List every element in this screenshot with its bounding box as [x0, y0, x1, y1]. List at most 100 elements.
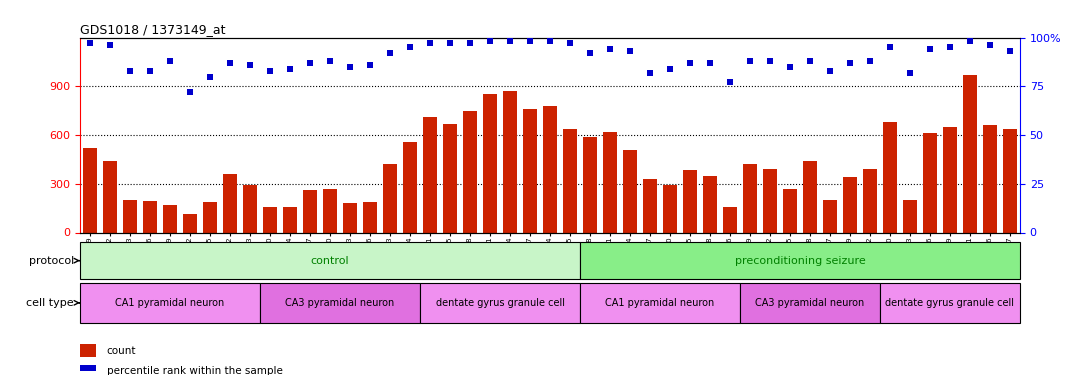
- Point: [361, 62, 378, 68]
- Point: [642, 70, 659, 76]
- Point: [461, 40, 478, 46]
- Bar: [80, 344, 96, 357]
- Bar: [580, 242, 1020, 279]
- Bar: [743, 164, 757, 232]
- Point: [862, 58, 879, 64]
- Point: [881, 44, 898, 50]
- Bar: [902, 200, 917, 232]
- Bar: [464, 111, 477, 232]
- Point: [922, 46, 939, 52]
- Bar: [1003, 129, 1017, 232]
- Bar: [923, 134, 937, 232]
- Point: [321, 58, 339, 64]
- Point: [601, 46, 618, 52]
- Bar: [603, 132, 617, 232]
- Bar: [583, 136, 597, 232]
- Bar: [363, 202, 377, 232]
- Text: GDS1018 / 1373149_at: GDS1018 / 1373149_at: [80, 23, 225, 36]
- Point: [782, 64, 799, 70]
- Point: [821, 68, 838, 74]
- Bar: [703, 176, 717, 232]
- Bar: [244, 185, 257, 232]
- Text: CA3 pyramidal neuron: CA3 pyramidal neuron: [285, 298, 395, 308]
- Bar: [80, 242, 580, 279]
- Bar: [643, 179, 657, 232]
- Bar: [684, 170, 697, 232]
- Bar: [723, 207, 737, 232]
- Bar: [80, 365, 96, 375]
- Text: cell type: cell type: [27, 298, 74, 308]
- Point: [241, 62, 258, 68]
- Bar: [303, 190, 317, 232]
- Bar: [80, 283, 261, 322]
- Bar: [383, 164, 397, 232]
- Point: [381, 50, 398, 56]
- Point: [702, 60, 719, 66]
- Bar: [943, 127, 957, 232]
- Bar: [783, 189, 797, 232]
- Bar: [740, 283, 880, 322]
- Bar: [983, 125, 996, 232]
- Point: [262, 68, 279, 74]
- Point: [741, 58, 758, 64]
- Point: [842, 60, 859, 66]
- Bar: [563, 129, 577, 232]
- Bar: [580, 283, 740, 322]
- Bar: [420, 283, 580, 322]
- Bar: [963, 75, 977, 232]
- Text: CA1 pyramidal neuron: CA1 pyramidal neuron: [115, 298, 224, 308]
- Bar: [623, 150, 637, 232]
- Point: [761, 58, 779, 64]
- Point: [981, 42, 999, 48]
- Bar: [263, 207, 277, 232]
- Text: CA1 pyramidal neuron: CA1 pyramidal neuron: [606, 298, 714, 308]
- Point: [581, 50, 598, 56]
- Point: [661, 66, 678, 72]
- Bar: [261, 283, 420, 322]
- Point: [402, 44, 419, 50]
- Point: [901, 70, 918, 76]
- Point: [161, 58, 178, 64]
- Bar: [283, 207, 297, 232]
- Text: control: control: [311, 256, 349, 266]
- Bar: [803, 161, 817, 232]
- Point: [81, 40, 98, 46]
- Text: dentate gyrus granule cell: dentate gyrus granule cell: [436, 298, 565, 308]
- Point: [941, 44, 958, 50]
- Bar: [863, 169, 877, 232]
- Bar: [763, 169, 778, 232]
- Bar: [123, 200, 137, 232]
- Point: [142, 68, 159, 74]
- Bar: [503, 91, 517, 232]
- Point: [722, 80, 739, 86]
- Bar: [323, 189, 337, 232]
- Text: protocol: protocol: [29, 256, 74, 266]
- Point: [502, 38, 519, 44]
- Bar: [543, 106, 557, 232]
- Bar: [523, 109, 537, 232]
- Bar: [483, 94, 497, 232]
- Point: [1002, 48, 1019, 54]
- Bar: [663, 184, 677, 232]
- Point: [182, 89, 199, 95]
- Point: [422, 40, 439, 46]
- Bar: [104, 161, 117, 232]
- Point: [282, 66, 299, 72]
- Bar: [223, 174, 237, 232]
- Bar: [343, 203, 357, 232]
- Text: dentate gyrus granule cell: dentate gyrus granule cell: [885, 298, 1015, 308]
- Point: [562, 40, 579, 46]
- Point: [122, 68, 139, 74]
- Bar: [83, 148, 97, 232]
- Bar: [163, 205, 177, 232]
- Bar: [880, 283, 1020, 322]
- Point: [482, 38, 499, 44]
- Bar: [403, 142, 417, 232]
- Text: CA3 pyramidal neuron: CA3 pyramidal neuron: [755, 298, 865, 308]
- Text: count: count: [107, 346, 137, 355]
- Bar: [443, 124, 457, 232]
- Point: [301, 60, 318, 66]
- Point: [101, 42, 119, 48]
- Bar: [183, 214, 198, 232]
- Bar: [883, 122, 897, 232]
